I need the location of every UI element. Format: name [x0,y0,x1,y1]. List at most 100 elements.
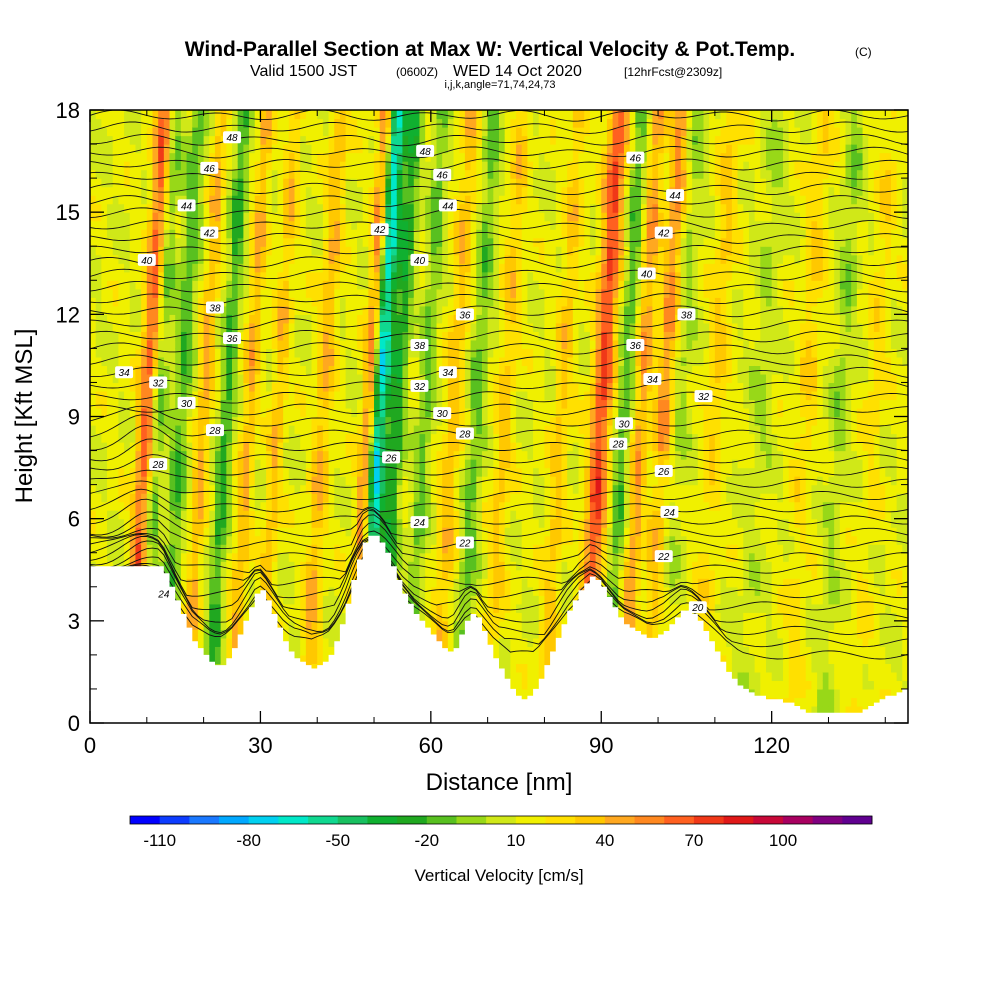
velocity-cell [169,484,176,494]
velocity-cell [112,493,119,503]
velocity-cell [249,178,256,188]
velocity-cell [464,144,472,154]
velocity-cell [237,365,244,375]
velocity-cell [277,305,284,315]
velocity-cell [203,544,210,554]
velocity-cell [334,288,341,298]
velocity-cell [186,416,193,426]
velocity-cell [237,450,244,460]
velocity-cell [356,527,364,537]
velocity-cell [345,220,352,230]
velocity-cell [175,212,182,222]
velocity-cell [141,178,148,188]
velocity-cell [322,407,330,418]
velocity-cell [311,356,318,367]
velocity-cell [339,450,347,460]
velocity-cell [90,305,97,315]
velocity-cell [368,118,375,128]
velocity-cell [391,535,398,545]
velocity-cell [476,110,483,120]
velocity-cell [476,135,483,145]
velocity-cell [351,390,358,401]
velocity-cell [266,127,273,137]
velocity-cell [339,195,347,205]
velocity-cell [311,612,318,622]
velocity-cell [317,339,324,349]
velocity-cell [237,220,244,230]
velocity-cell [220,178,227,188]
velocity-cell [163,288,171,298]
velocity-cell [379,127,386,137]
velocity-cell [271,399,279,409]
velocity-cell [158,450,165,460]
velocity-cell [243,510,250,520]
velocity-cell [107,220,114,230]
velocity-cell [237,527,244,537]
velocity-cell [328,450,335,460]
velocity-cell [459,356,466,367]
velocity-cell [334,263,341,273]
velocity-cell [186,510,193,520]
velocity-cell [447,118,455,128]
velocity-cell [266,569,273,579]
velocity-cell [391,212,398,222]
velocity-cell [368,212,375,222]
velocity-cell [402,467,409,477]
velocity-cell [226,288,233,298]
velocity-cell [232,399,239,409]
velocity-cell [214,501,222,511]
velocity-cell [356,118,364,128]
velocity-cell [459,467,466,477]
velocity-cell [203,263,210,273]
velocity-cell [254,254,262,264]
velocity-cell [152,356,159,367]
velocity-cell [271,263,279,273]
velocity-cell [351,467,358,477]
velocity-cell [254,305,262,315]
velocity-cell [254,203,262,213]
velocity-cell [396,246,404,256]
velocity-cell [260,254,267,264]
velocity-cell [464,603,472,613]
velocity-cell [305,314,313,324]
velocity-cell [124,459,131,469]
velocity-cell [311,280,318,290]
velocity-cell [339,263,347,273]
velocity-cell [254,416,262,426]
velocity-cell [430,161,438,171]
velocity-cell [396,569,404,579]
velocity-cell [453,356,460,367]
velocity-cell [237,212,244,222]
velocity-cell [368,127,375,137]
velocity-cell [163,561,171,571]
velocity-cell [322,271,330,281]
velocity-cell [266,399,273,409]
velocity-cell [442,467,449,477]
velocity-cell [232,612,239,622]
velocity-cell [141,476,148,486]
velocity-cell [237,305,244,315]
velocity-cell [118,169,125,179]
velocity-cell [112,237,119,247]
velocity-cell [305,271,313,281]
velocity-cell [254,144,262,154]
velocity-cell [419,527,426,537]
velocity-cell [436,390,443,401]
velocity-cell [339,127,347,137]
velocity-cell [192,288,199,298]
velocity-cell [368,144,375,154]
velocity-cell [311,620,318,630]
velocity-cell [322,484,330,494]
velocity-cell [396,144,404,154]
velocity-cell [220,288,227,298]
velocity-cell [408,246,415,256]
velocity-cell [175,135,182,145]
velocity-cell [192,433,199,443]
velocity-cell [226,280,233,290]
velocity-cell [442,561,449,571]
velocity-cell [322,237,330,247]
velocity-cell [152,203,159,213]
velocity-cell [226,263,233,273]
velocity-cell [209,561,216,571]
velocity-cell [95,135,102,145]
